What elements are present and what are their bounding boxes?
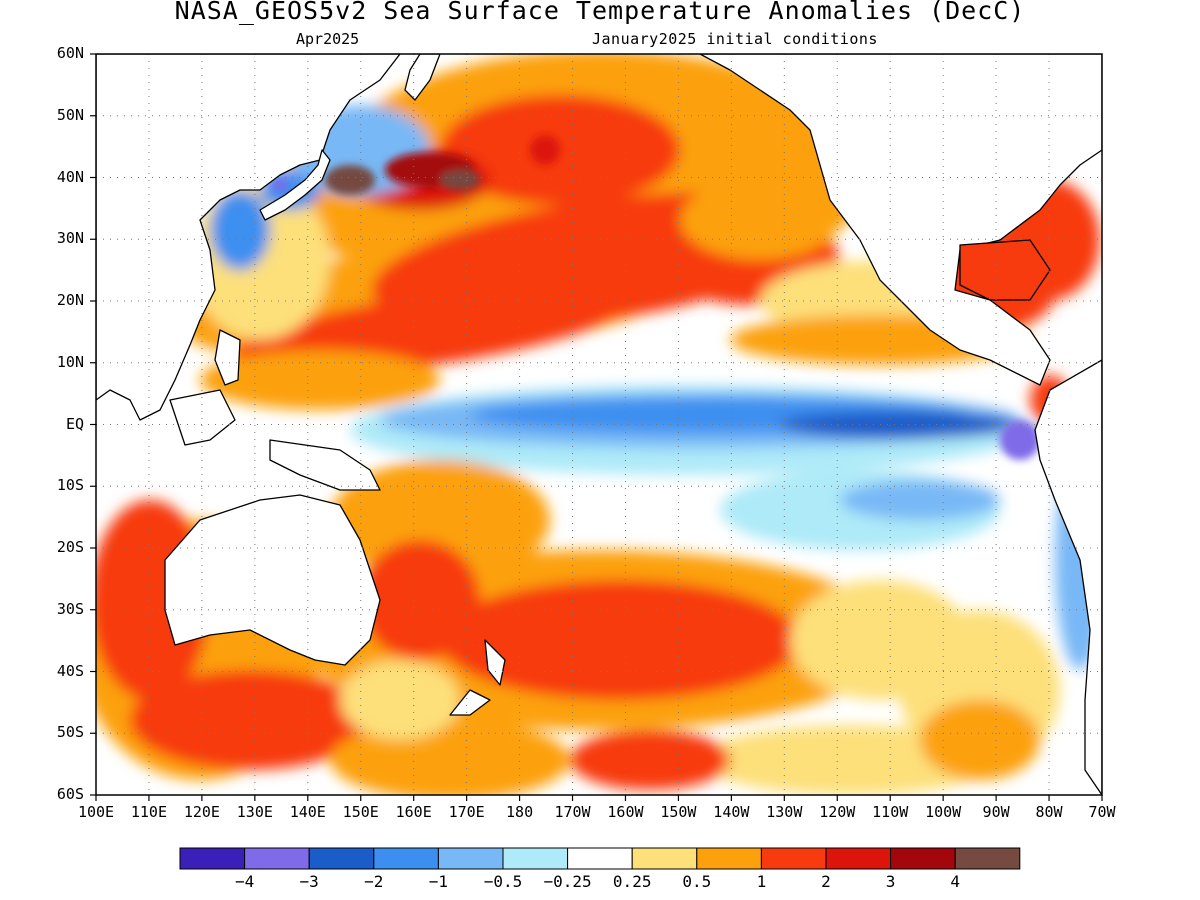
land-masses [96,54,1102,795]
lat-tick-label: 30N [56,229,84,248]
colorbar-swatch [760,847,827,870]
colorbar-tick-label: 1 [756,872,767,891]
lon-tick-label: 100E [77,803,115,821]
lon-tick-label: 110E [130,803,167,821]
lon-tick-label: 100W [925,803,962,821]
lon-tick-label: 160E [395,803,432,821]
colorbar-tick-label: −0.25 [543,872,592,891]
lon-tick-label: 120W [819,803,856,821]
chart-title: NASA_GEOS5v2 Sea Surface Temperature Ano… [174,0,1026,25]
lat-tick-label: 10N [56,352,84,371]
colorbar-tick-label: 0.5 [682,872,712,891]
colorbar-swatch [890,847,956,870]
lon-tick-label: 170W [554,803,591,821]
lon-tick-label: 160W [607,803,644,821]
lon-tick-label: 70W [1088,803,1116,821]
lon-tick-label: 130E [236,803,273,821]
colorbar-swatch [631,847,698,870]
lon-tick-label: 180 [506,803,534,821]
colorbar-tick-label: −3 [299,872,319,891]
lat-tick-label: 20N [56,291,84,309]
lat-tick-label: 60N [56,44,84,62]
colorbar-tick-label: 3 [885,872,896,891]
colorbar-swatch [179,847,246,870]
lon-tick-label: 150W [660,803,697,821]
colorbar-swatch [825,847,892,870]
colorbar-swatch [954,847,1021,870]
colorbar-swatch [437,847,504,870]
lon-tick-label: 150E [342,803,379,821]
initial-conditions-label: January2025 initial conditions [592,30,878,48]
colorbar-tick-label: 2 [821,872,831,891]
colorbar-tick-label: −4 [234,872,255,891]
lon-tick-label: 120E [183,803,220,821]
lon-tick-label: 110W [872,803,909,821]
anomaly-field [96,54,1102,795]
lon-tick-label: 170E [448,803,485,821]
lat-tick-label: 40S [56,661,84,680]
colorbar-swatch [244,847,310,870]
lat-tick-label: 20S [56,538,84,556]
lon-tick-label: 140W [713,803,750,821]
lon-tick-label: 90W [982,803,1010,821]
lat-tick-label: 30S [56,599,84,618]
colorbar-swatch [373,847,439,870]
lon-tick-label: 140E [289,803,326,821]
lat-tick-label: 50S [56,723,84,742]
lat-tick-label: 50N [56,105,84,124]
lat-tick-label: 40N [56,167,84,186]
colorbar-swatch [502,847,569,870]
colorbar-swatch [696,847,762,870]
colorbar-tick-label: −1 [428,872,449,891]
colorbar-tick-label: 4 [950,872,960,891]
valid-month-label: Apr2025 [296,30,360,48]
colorbar [179,847,1021,870]
colorbar-tick-label: 0.25 [612,872,652,891]
lat-tick-label: 60S [56,785,84,803]
lon-tick-label: 80W [1035,803,1063,821]
colorbar-tick-label: −0.5 [483,872,523,891]
lat-tick-label: 10S [56,476,84,495]
colorbar-tick-label: −2 [364,872,384,891]
lon-tick-label: 130W [766,803,803,821]
colorbar-swatch [567,847,633,870]
colorbar-swatch [308,847,375,870]
lat-tick-label: EQ [65,414,84,433]
